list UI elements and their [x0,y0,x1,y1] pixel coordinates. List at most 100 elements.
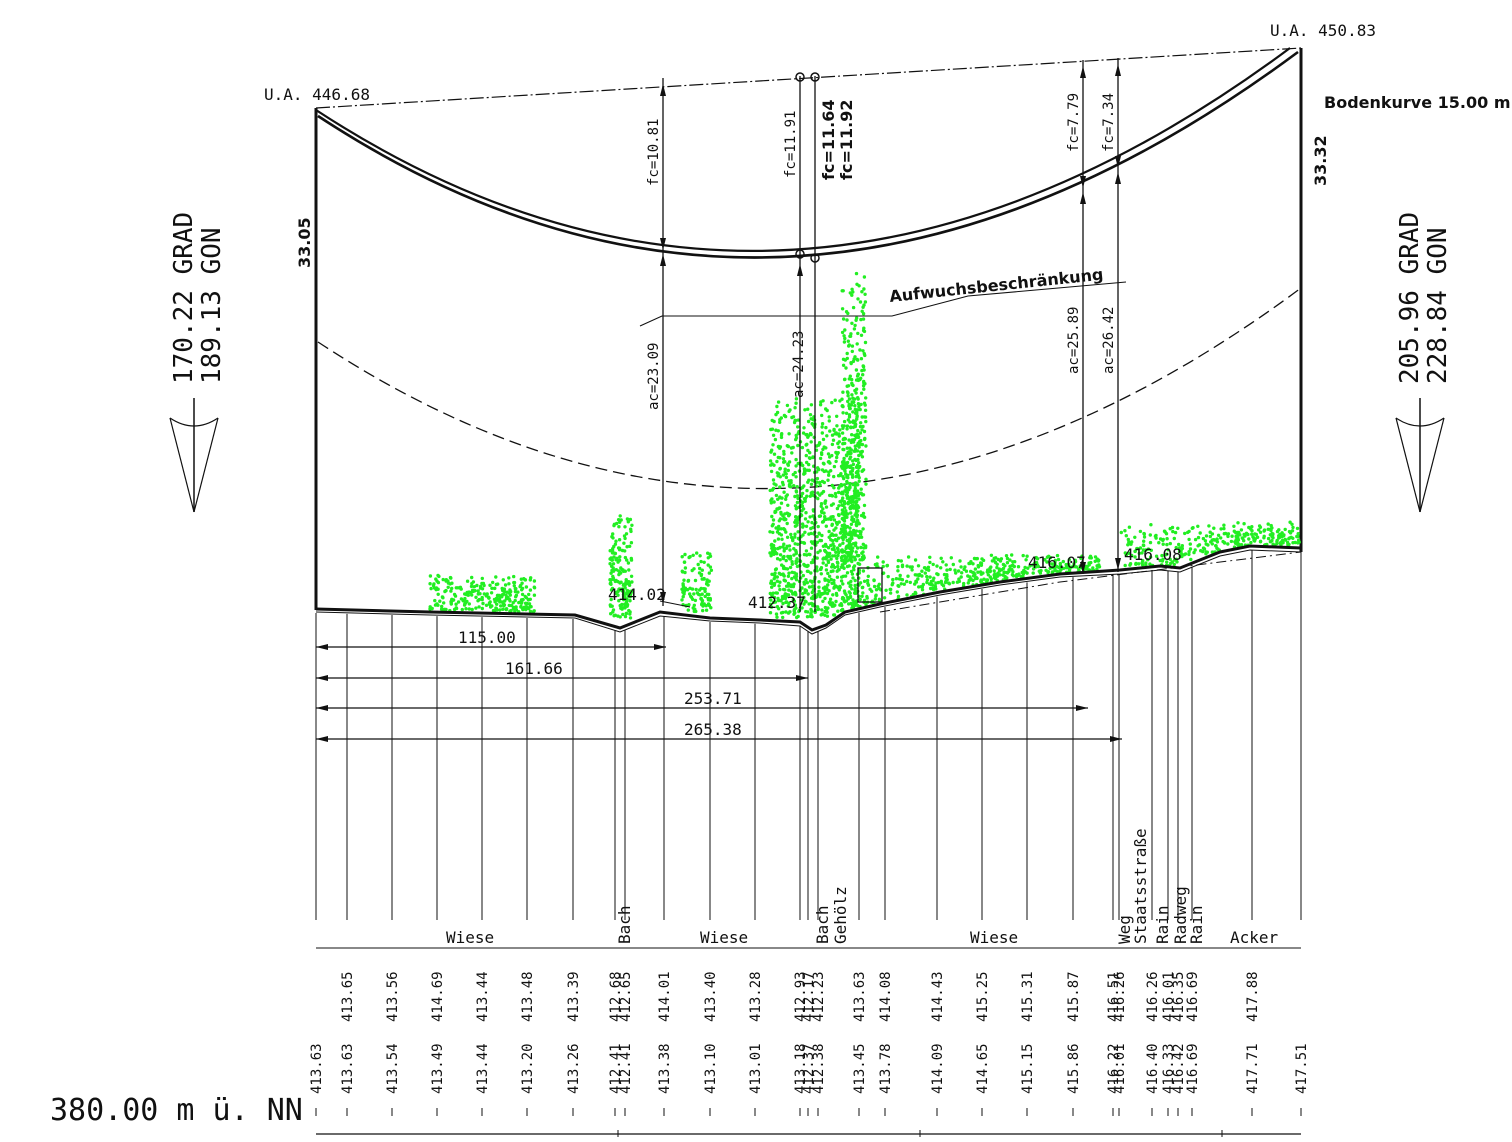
vegetation-point [459,587,463,591]
vegetation-point [862,579,867,583]
vegetation-point [779,501,784,505]
vegetation-point [920,569,924,573]
vegetation-point [528,609,533,614]
vegetation-point [814,448,819,452]
vegetation-point [620,602,624,607]
vegetation-point [854,271,859,276]
vegetation-point [862,387,866,391]
vegetation-point [1180,554,1184,559]
vegetation-point [877,597,882,601]
vegetation-point [488,605,493,609]
vegetation-point [855,342,859,346]
vegetation-point [1258,539,1263,543]
vegetation-point [832,428,836,432]
vegetation-point [509,589,513,594]
vegetation-point [824,524,828,528]
elevation-value: 413.26 [566,1043,582,1094]
vegetation-point [864,544,868,548]
vegetation-point [622,541,626,545]
vegetation-point [794,464,798,468]
vegetation-point [854,318,858,322]
vegetation-point [1025,571,1029,575]
vegetation-point [896,569,900,573]
elevation-value: 415.15 [1020,1043,1036,1094]
vegetation-point [1196,544,1200,548]
vegetation-point [830,483,834,488]
vegetation-point [852,568,856,572]
vegetation-point [861,373,865,377]
vegetation-point [779,527,783,531]
vegetation-point [682,560,687,564]
vegetation-point [850,587,854,591]
vegetation-point [843,328,847,332]
vegetation-point [432,586,437,590]
vegetation-point [775,530,780,534]
vegetation-point [827,473,831,477]
vegetation-point [844,593,848,597]
vegetation-point [826,571,830,576]
left-ua-label: U.A. 446.68 [264,85,370,104]
vegetation-point [848,406,852,411]
vegetation-point [846,394,850,398]
vegetation-point [971,578,975,583]
vegetation-point [1127,540,1131,544]
elevation-row-2: 413.63 413.63 413.54 413.49 413.44 413.20 413.… [309,1043,1310,1094]
elevation-value: 413.63 [852,971,868,1022]
vegetation-point [837,490,841,495]
vegetation-point [832,464,837,469]
vegetation-point [838,428,842,432]
vegetation-point [782,490,786,494]
vegetation-point [951,580,955,585]
vegetation-point [830,400,834,405]
vegetation-point [800,606,804,610]
vegetation-point [689,595,694,600]
vegetation-point [905,564,909,568]
vegetation-point [773,550,778,555]
elevation-value: 416.69 [1185,1043,1201,1094]
vegetation-point [1232,524,1236,528]
vegetation-point [916,564,921,568]
vegetation-point [707,571,711,575]
vegetation-point [1279,540,1283,544]
vegetation-point [847,438,851,442]
vegetation-point [775,459,779,464]
vegetation-point [688,592,692,596]
vegetation-point [829,469,833,473]
elevation-value: 416.22 [1106,1043,1122,1094]
station-lines [315,550,1302,1116]
vegetation-point [857,445,861,449]
vegetation-point [803,530,807,534]
vegetation-point [801,573,805,578]
vegetation-point [528,588,533,592]
vegetation-point [821,507,825,511]
vegetation-point [1173,530,1178,535]
vegetation-point [1283,527,1287,532]
vegetation-point [608,562,612,566]
vegetation-point [1127,525,1132,529]
vegetation-point [841,411,845,415]
vegetation-point [1250,529,1254,533]
vegetation-point [770,572,774,576]
elevation-value: 414.69 [430,971,446,1022]
vegetation-point [863,292,867,296]
vegetation-point [913,558,918,562]
vegetation-point [705,578,709,582]
elevation-value: 416.35 [1171,971,1187,1022]
vegetation-point [902,582,906,586]
vegetation-point [1285,540,1290,545]
vegetation-point [1171,529,1175,534]
vegetation-point [848,505,853,510]
vegetation-point [504,593,508,597]
vegetation-point [778,587,782,592]
vegetation-point [1210,542,1215,546]
vegetation-point [959,565,963,569]
vegetation-point [1174,545,1178,550]
vegetation-point [469,584,474,589]
vegetation-point [784,497,788,501]
vegetation-point [894,577,899,581]
vegetation-point [805,460,809,465]
vegetation-point [1093,559,1097,563]
vegetation-point [847,602,851,606]
vegetation-point [513,589,518,594]
vegetation-point [615,556,619,560]
